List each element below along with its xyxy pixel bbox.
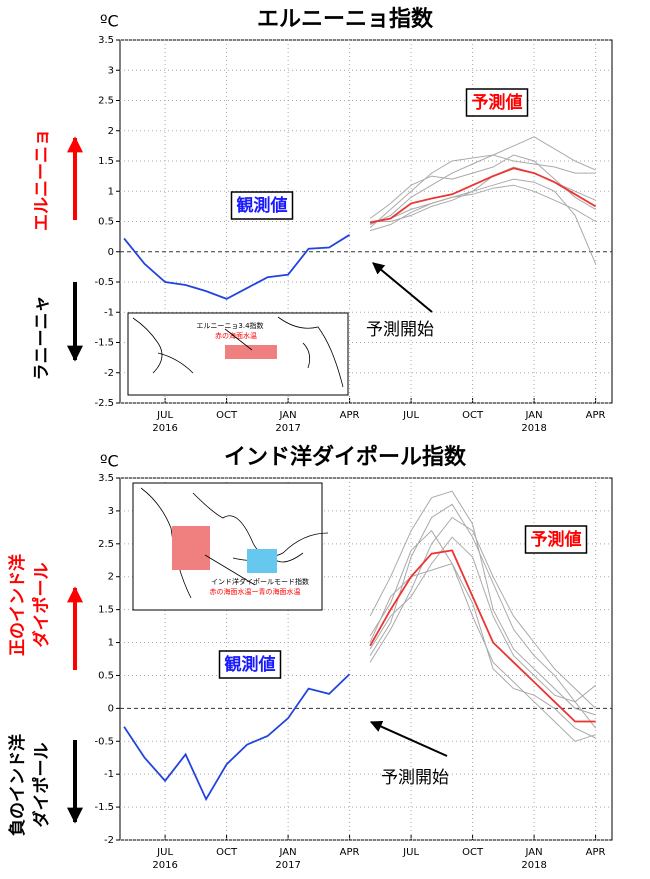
y-tick-label: 3 <box>108 65 114 76</box>
side-label: ダイポール <box>31 563 52 648</box>
y-tick-label: 3.5 <box>98 473 114 484</box>
annotation: 予測値 <box>472 92 523 113</box>
chart-title: インド洋ダイポール指数 <box>224 444 467 470</box>
series-line <box>369 136 596 225</box>
annotation-box <box>465 88 529 117</box>
y-tick-label: 1.5 <box>98 156 114 167</box>
x-tick-label: JAN <box>279 847 297 858</box>
region-box <box>247 549 277 573</box>
series-line <box>123 673 351 802</box>
start-arrow <box>369 720 448 757</box>
y-tick-label: 0 <box>108 703 114 714</box>
side-label: ダイポール <box>31 743 52 828</box>
unit-label: ºC <box>100 452 119 471</box>
x-tick-label: JAN <box>279 410 297 421</box>
year-label: 2016 <box>152 423 177 434</box>
x-tick-label: APR <box>340 847 360 858</box>
unit-label: ºC <box>100 12 119 31</box>
y-tick-label: -0.5 <box>94 277 114 288</box>
land <box>132 316 344 388</box>
x-tick-label: APR <box>586 410 606 421</box>
series-line <box>369 154 596 219</box>
inset-subtitle: 赤の海面水温ー青の海面水温 <box>210 587 301 596</box>
annotation-box <box>230 191 294 220</box>
annotation: 予測開始 <box>381 768 449 788</box>
inset-subtitle: 赤の海面水温 <box>215 331 257 340</box>
year-label: 2016 <box>152 860 177 871</box>
annotation: 予測開始 <box>366 320 434 340</box>
y-tick-label: 1 <box>108 638 114 649</box>
series-line <box>369 154 596 228</box>
y-tick-label: 0.5 <box>98 670 114 681</box>
series-line <box>369 536 596 703</box>
region-box <box>225 345 277 359</box>
y-tick-label: -1 <box>104 307 114 318</box>
region-box <box>172 526 210 570</box>
year-label: 2017 <box>275 423 300 434</box>
inset-pointer <box>204 554 256 586</box>
x-tick-label: OCT <box>216 410 238 421</box>
series-line <box>369 167 597 224</box>
y-tick-label: -1.5 <box>94 338 114 349</box>
year-label: 2018 <box>521 423 546 434</box>
y-tick-label: 0.5 <box>98 217 114 228</box>
series-line <box>123 234 351 300</box>
x-tick-label: OCT <box>462 847 484 858</box>
start-arrow <box>372 262 433 313</box>
x-tick-label: JUL <box>402 847 419 858</box>
y-tick-label: -0.5 <box>94 736 114 747</box>
y-tick-label: 2 <box>108 572 114 583</box>
y-tick-label: 0 <box>108 247 114 258</box>
x-tick-label: JAN <box>525 410 543 421</box>
y-tick-label: 2.5 <box>98 539 114 550</box>
annotation-box <box>524 525 588 554</box>
x-tick-label: JUL <box>402 410 419 421</box>
series-line <box>369 503 596 729</box>
annotation: 観測値 <box>225 654 276 675</box>
y-tick-label: -2 <box>104 368 114 379</box>
x-tick-label: OCT <box>462 410 484 421</box>
x-tick-label: JUL <box>156 410 173 421</box>
year-label: 2018 <box>521 860 546 871</box>
x-tick-label: APR <box>340 410 360 421</box>
inset-title: エルニーニョ3.4指数 <box>196 321 263 330</box>
x-tick-label: JUL <box>156 847 173 858</box>
y-tick-label: 2 <box>108 126 114 137</box>
chart-title: エルニーニョ指数 <box>257 6 434 32</box>
year-label: 2017 <box>275 860 300 871</box>
series-line <box>370 178 597 265</box>
y-tick-label: 1 <box>108 186 114 197</box>
y-tick-label: -1.5 <box>94 802 114 813</box>
x-tick-label: APR <box>586 847 606 858</box>
side-label: 正のインド洋 <box>7 554 28 656</box>
side-label: ラニーニャ <box>32 296 52 381</box>
y-tick-label: -2 <box>104 835 114 846</box>
y-tick-label: 3 <box>108 506 114 517</box>
annotation: 予測値 <box>531 529 582 550</box>
y-tick-label: 3.5 <box>98 35 114 46</box>
y-tick-label: 1.5 <box>98 605 114 616</box>
series-line <box>369 562 596 739</box>
inset-pointer <box>224 328 253 351</box>
side-label: エルニーニョ <box>32 129 52 231</box>
series-line <box>369 549 596 723</box>
y-tick-label: -2.5 <box>94 398 114 409</box>
x-tick-label: OCT <box>216 847 238 858</box>
annotation-box <box>218 650 282 679</box>
series-line <box>369 516 596 709</box>
series-line <box>369 184 596 232</box>
series-line <box>369 490 596 716</box>
annotation: 観測値 <box>237 195 288 216</box>
inset-title: インド洋ダイポールモード指数 <box>211 577 309 586</box>
side-label: 負のインド洋 <box>7 734 28 836</box>
x-tick-label: JAN <box>525 847 543 858</box>
y-tick-label: -1 <box>104 769 114 780</box>
y-tick-label: 2.5 <box>98 96 114 107</box>
series-line <box>369 529 596 742</box>
